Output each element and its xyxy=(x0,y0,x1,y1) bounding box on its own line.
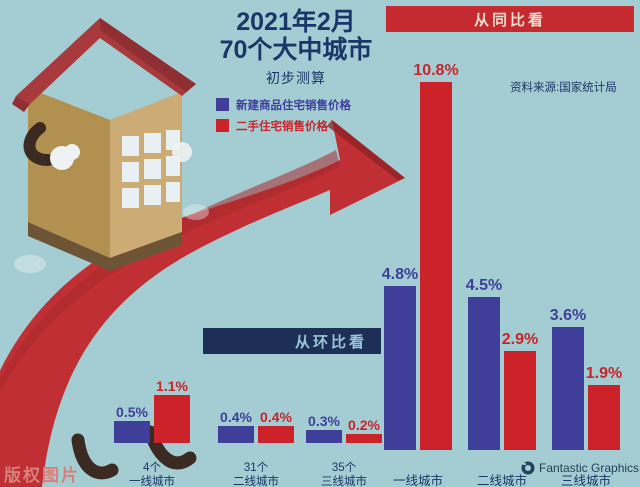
bar-rect xyxy=(258,426,294,443)
bar-second-hand: 2.9% xyxy=(501,82,539,450)
bar-new-homes: 4.5% xyxy=(465,82,503,450)
legend-label-second-hand: 二手住宅销售价格 xyxy=(236,120,328,133)
bar-rect xyxy=(346,434,382,443)
chart-month-on-month: 0.5% 1.1% 4个一线城市 0.4% 0.4% 31个二线城市 0.3% 0.2% 35个… xyxy=(110,378,382,487)
bar-rect xyxy=(306,430,342,443)
bar-new-homes: 3.6% xyxy=(549,82,587,450)
bar-second-hand: 0.2% xyxy=(346,395,382,443)
bar-second-hand: 1.9% xyxy=(585,82,623,450)
bar-second-hand: 0.4% xyxy=(258,395,294,443)
category-label-line: 35个 xyxy=(331,462,357,474)
category-label-line: 三线城市 xyxy=(560,474,611,487)
category-label-line: 二线城市 xyxy=(233,476,279,487)
category-label: 35个三线城市 xyxy=(304,461,384,487)
category-label: 一线城市 xyxy=(378,474,458,487)
bar-rect xyxy=(384,286,416,450)
bar-value-label: 1.9% xyxy=(585,365,623,382)
bar-value-label: 1.1% xyxy=(156,378,188,394)
category-label-line: 三线城市 xyxy=(321,476,367,487)
title-line-1: 2021年2月 xyxy=(236,8,356,36)
legend-item-second-hand: 二手住宅销售价格 xyxy=(216,117,396,134)
bar-new-homes: 0.3% xyxy=(306,395,342,443)
watermark-copyright: 版权图片 xyxy=(4,466,80,485)
category-label: 4个一线城市 xyxy=(112,461,192,487)
legend-label-new-homes: 新建商品住宅销售价格 xyxy=(236,99,351,112)
legend-item-new-homes: 新建商品住宅销售价格 xyxy=(216,96,396,113)
bar-rect xyxy=(588,385,620,450)
bar-value-label: 0.4% xyxy=(260,409,292,425)
bar-rect xyxy=(552,327,584,450)
bar-new-homes: 4.8% xyxy=(381,82,419,450)
bar-rect xyxy=(218,426,254,443)
page-subtitle: 初步测算 xyxy=(266,70,326,86)
bar-value-label: 0.3% xyxy=(308,413,340,429)
bar-rect xyxy=(154,395,190,443)
category-label: 31个二线城市 xyxy=(216,461,296,487)
banner-year-on-year: 从同比看 xyxy=(386,6,634,32)
chart-legend: 新建商品住宅销售价格 二手住宅销售价格 xyxy=(216,96,396,138)
watermark-brand-label: Fantastic Graphics xyxy=(539,461,640,475)
bar-value-label: 2.9% xyxy=(501,331,539,348)
bar-value-label: 4.5% xyxy=(465,277,503,294)
bar-value-label: 0.4% xyxy=(220,409,252,425)
bar-value-label: 3.6% xyxy=(549,307,587,324)
bar-value-label: 0.2% xyxy=(348,417,380,433)
category-label-line: 一线城市 xyxy=(392,474,443,487)
category-label-line: 4个 xyxy=(143,462,161,474)
bar-second-hand: 10.8% xyxy=(413,63,459,450)
rising-curved-arrow-icon xyxy=(0,120,405,487)
legend-swatch-red xyxy=(216,119,229,132)
category-label-line: 31个 xyxy=(243,462,269,474)
bar-value-label: 10.8% xyxy=(413,62,459,79)
bar-value-label: 4.8% xyxy=(381,266,419,283)
camera-badge-icon xyxy=(521,461,535,475)
bar-new-homes: 0.5% xyxy=(114,395,150,443)
bar-rect xyxy=(468,297,500,450)
bar-rect xyxy=(504,351,536,450)
bar-second-hand: 1.1% xyxy=(154,379,190,443)
bar-rect xyxy=(114,421,150,443)
category-label: 三线城市 xyxy=(546,474,626,487)
banner-month-on-month: 从环比看 xyxy=(203,328,381,354)
walking-house-icon xyxy=(12,18,209,480)
chart-year-on-year: 4.8% 10.8% 一线城市 4.5% 2.9% 二线城市 3.6% 1.9% 三线城市 xyxy=(376,60,640,487)
page-title: 2021年2月 70个大中城市 初步测算 xyxy=(196,8,396,86)
category-label-line: 二线城市 xyxy=(476,474,527,487)
category-label-line: 一线城市 xyxy=(129,476,175,487)
data-source-note: 资料来源:国家统计局 xyxy=(510,82,617,94)
watermark-brand: Fantastic Graphics xyxy=(521,461,639,475)
category-label: 二线城市 xyxy=(462,474,542,487)
bar-value-label: 0.5% xyxy=(116,404,148,420)
legend-swatch-blue xyxy=(216,98,229,111)
bar-new-homes: 0.4% xyxy=(218,395,254,443)
title-line-2: 70个大中城市 xyxy=(219,36,373,64)
bar-rect xyxy=(420,82,452,450)
